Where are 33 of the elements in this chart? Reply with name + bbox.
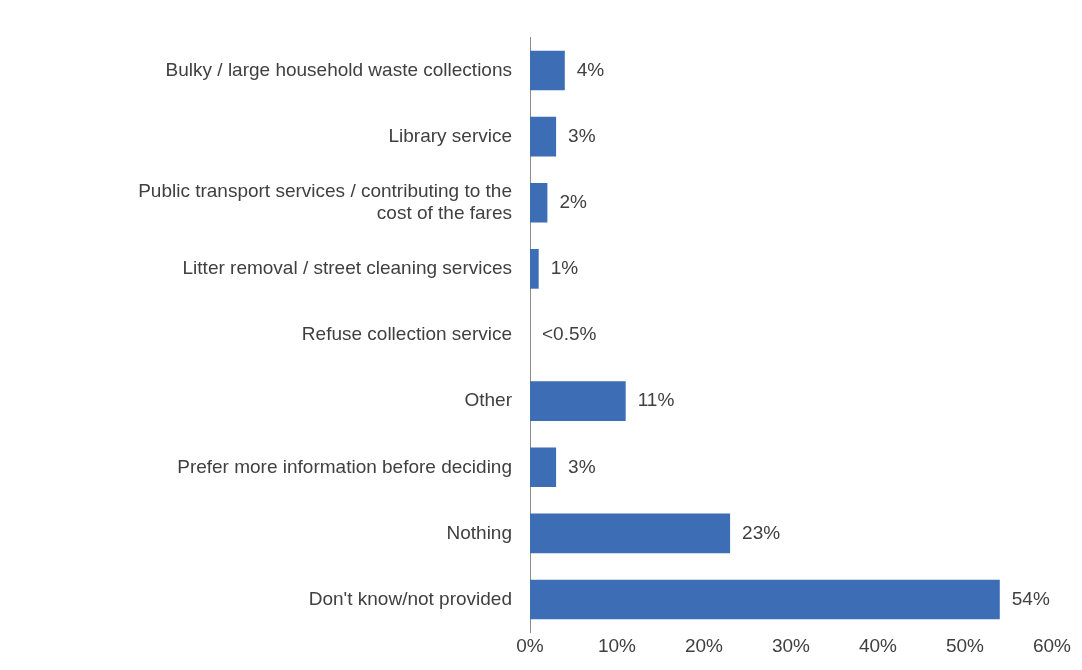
data-label: 1%	[550, 257, 579, 279]
y-tick-label: Don't know/not provided	[308, 587, 512, 609]
data-label: <0.5%	[542, 323, 597, 345]
bar	[530, 50, 565, 91]
y-tick-label: Other	[464, 389, 513, 411]
y-tick-label: Prefer more information before deciding	[177, 455, 512, 477]
y-tick-label: Bulky / large household waste collections	[165, 58, 512, 80]
data-label: 11%	[637, 389, 675, 411]
x-tick-label: 10%	[597, 635, 637, 657]
x-tick-label: 60%	[1032, 635, 1072, 657]
bar	[530, 116, 557, 157]
bar	[530, 447, 557, 488]
x-tick-label: 30%	[771, 635, 811, 657]
bar	[530, 513, 731, 554]
bar	[530, 249, 539, 289]
y-tick-label: Refuse collection service	[301, 323, 512, 345]
y-tick-label: Public transport services / contributing to the cost of the fares	[138, 179, 512, 224]
bar	[530, 182, 548, 223]
data-label: 2%	[559, 190, 587, 212]
x-tick-label: 50%	[945, 635, 985, 657]
y-tick-label: Library service	[388, 124, 512, 146]
x-tick-label: 20%	[684, 635, 724, 657]
data-label: 54%	[1011, 587, 1050, 609]
bar	[530, 579, 1000, 620]
data-label: 3%	[568, 124, 596, 146]
data-label: 4%	[576, 58, 605, 80]
y-tick-label: Litter removal / street cleaning services	[182, 257, 512, 279]
data-label: 23%	[742, 521, 781, 543]
bar	[530, 381, 626, 421]
data-label: 3%	[568, 455, 596, 477]
x-tick-label: 40%	[858, 635, 898, 657]
x-tick-label: 0%	[516, 635, 544, 657]
y-tick-label: Nothing	[446, 521, 512, 543]
